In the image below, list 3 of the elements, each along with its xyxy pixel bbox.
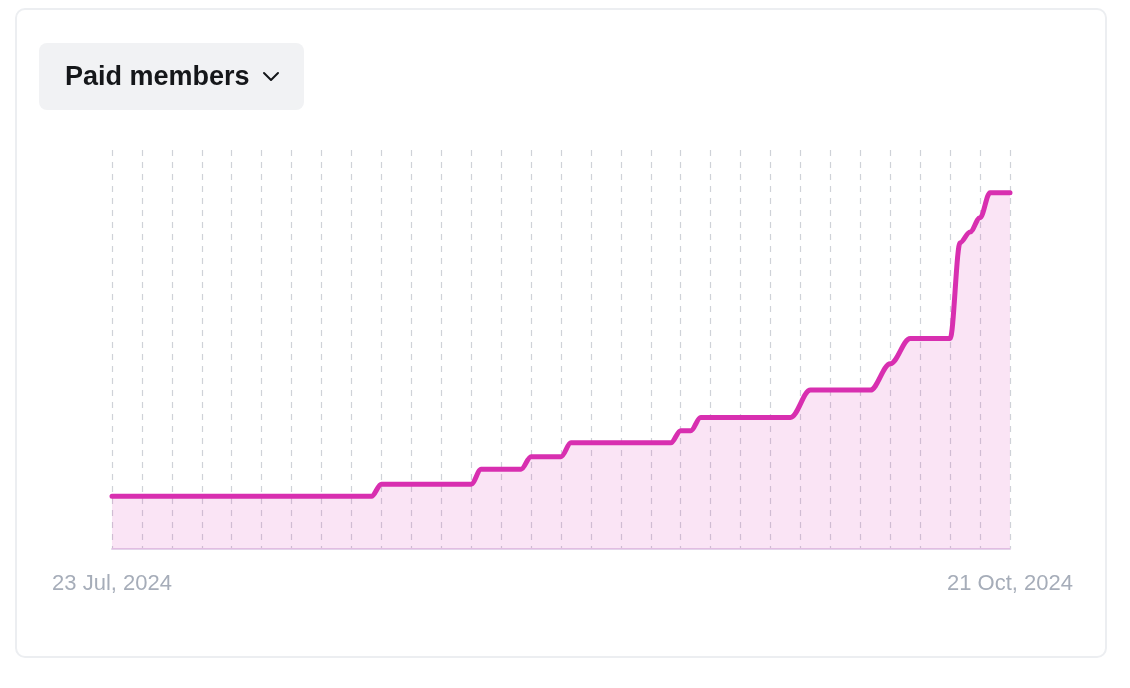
x-tick-label: 21 Oct, 2024	[947, 569, 1073, 595]
chart-title: Paid members	[65, 61, 250, 92]
x-tick-label: 23 Jul, 2024	[52, 569, 172, 595]
